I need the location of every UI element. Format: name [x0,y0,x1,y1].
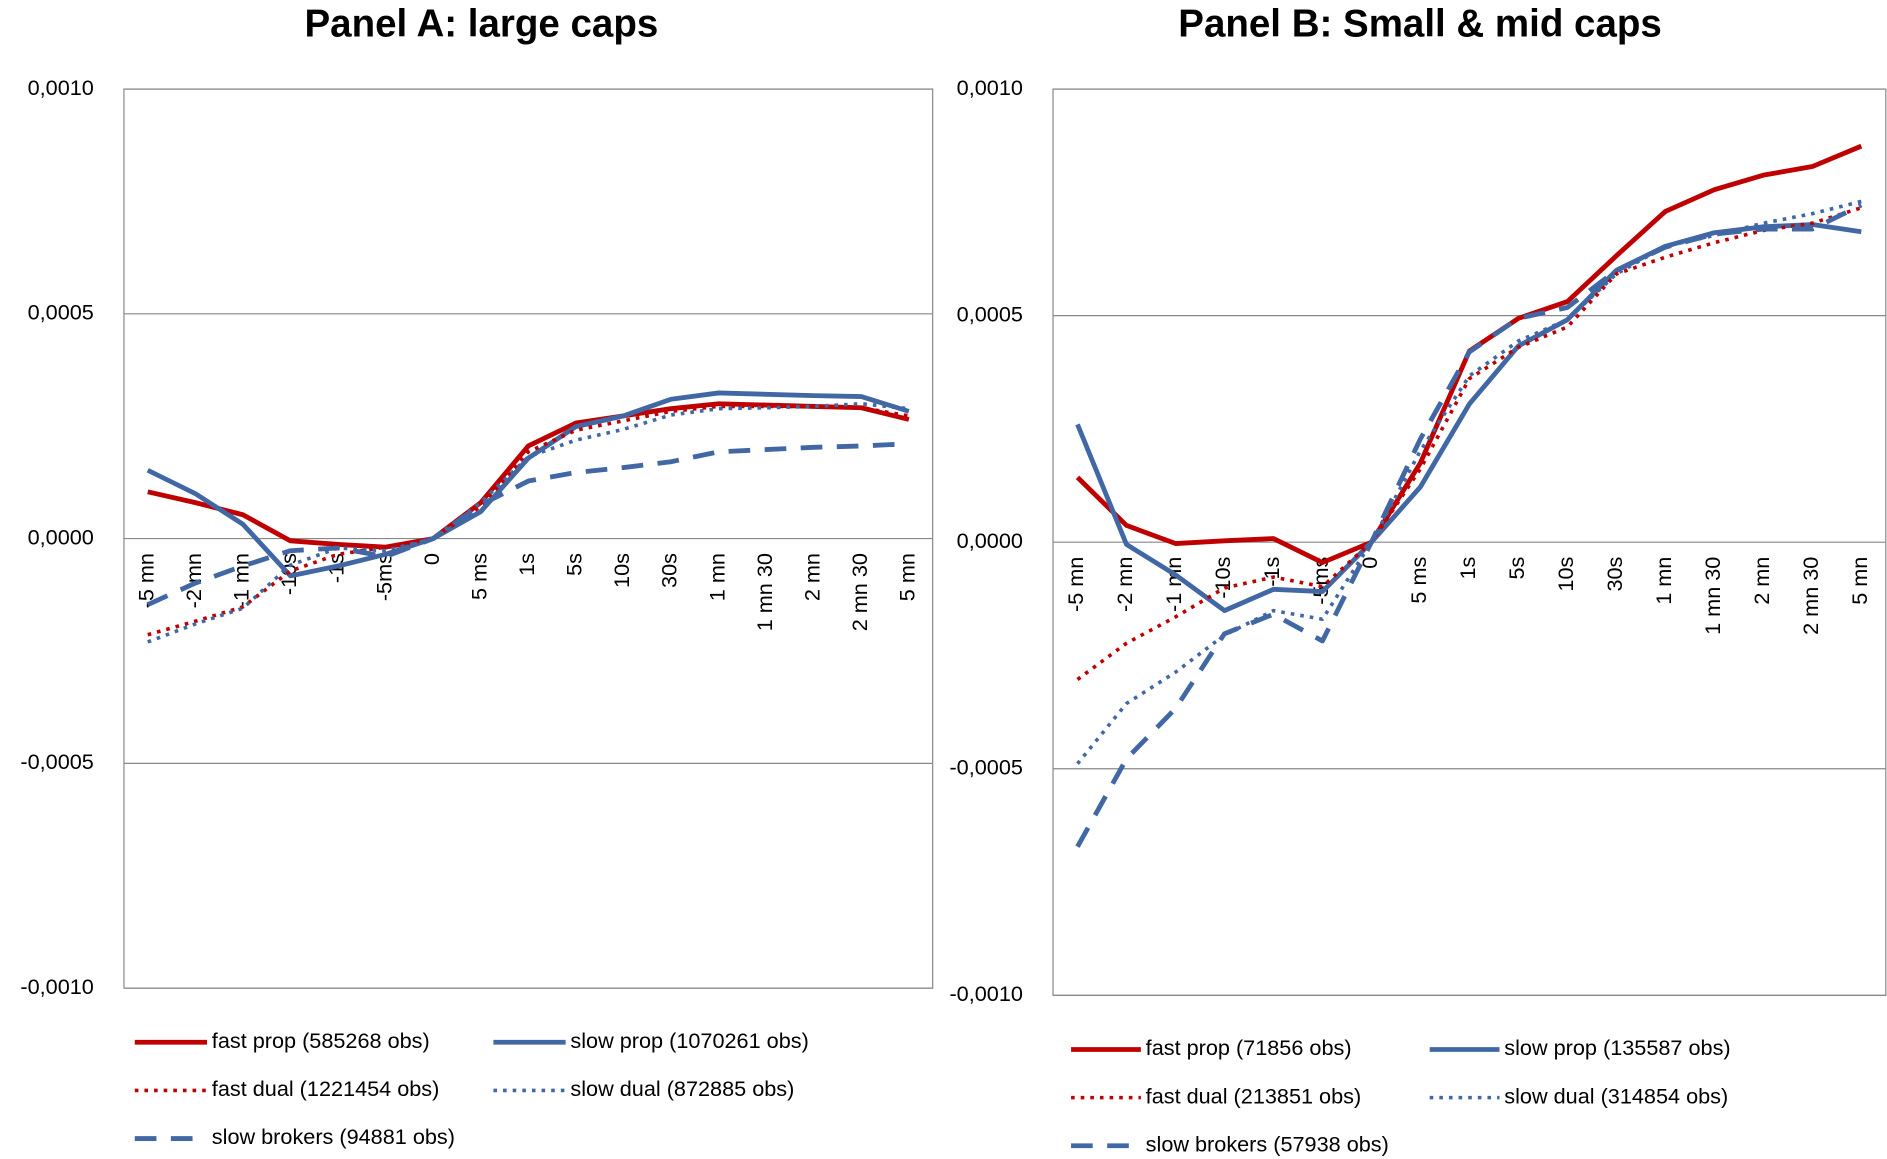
x-tick-label: 1 mn 30 [752,553,777,631]
x-tick-label: 1 mn [1651,557,1676,605]
x-tick-label: 2 mn 30 [1798,557,1823,635]
series-line [147,401,910,550]
series-line [146,441,909,607]
x-tick-label: 5 ms [1406,556,1431,603]
legend-label: slow dual (872885 obs) [570,1076,794,1101]
x-tick-label: 2 mn 30 [847,553,872,631]
x-tick-label: 1s [1455,556,1480,579]
legend-label: slow prop (1070261 obs) [570,1028,808,1053]
series-line [1075,222,1862,614]
y-tick-label: 0,0010 [28,75,94,100]
x-tick-label: -10s [1210,556,1235,598]
x-tick-label: 30s [1602,556,1627,591]
legend-label: fast prop (585268 obs) [212,1028,430,1053]
y-tick-label: 0,0005 [28,300,94,325]
x-tick-label: 2 mn [799,553,824,601]
x-tick-label: -1s [1259,556,1284,586]
legend-label: slow brokers (94881 obs) [212,1124,455,1149]
x-tick-label: 10s [1553,556,1578,591]
y-tick-label: -0,0010 [20,974,93,999]
x-tick-label: 1 mn [704,553,729,601]
series-line [146,390,910,579]
x-tick-label: 5 mn [895,553,920,601]
y-tick-label: -0,0005 [949,754,1022,779]
y-tick-label: -0,0010 [949,981,1022,1006]
x-tick-label: 5s [562,553,587,576]
x-tick-label: 5s [1504,556,1529,579]
x-tick-label: 5 mn [1847,557,1872,605]
series-line [147,404,910,637]
x-tick-label: -1 mn [1161,557,1186,612]
y-tick-label: 0,0000 [28,524,94,549]
y-tick-label: 0,0000 [957,528,1023,553]
legend-label: slow prop (135587 obs) [1504,1035,1730,1060]
legend-label: slow brokers (57938 obs) [1146,1131,1389,1156]
x-tick-label: 2 mn [1749,557,1774,605]
x-tick-label: 0 [419,553,444,565]
series-line [1075,202,1863,848]
y-tick-label: 0,0010 [957,75,1023,100]
x-tick-label: -5ms [371,553,396,601]
legend-label: slow dual (314854 obs) [1504,1083,1728,1108]
series-line [1076,199,1862,765]
legend-label: fast dual (1221454 obs) [212,1076,440,1101]
legend-label: fast dual (213851 obs) [1146,1083,1362,1108]
x-tick-label: -2 mn [1112,557,1137,612]
x-tick-label: 0 [1357,557,1382,569]
x-tick-label: 10s [609,553,634,588]
series-line [1076,206,1862,681]
chart-title: Panel A: large caps [304,3,658,46]
x-tick-label: 30s [657,553,682,588]
y-tick-label: 0,0005 [957,301,1023,326]
x-tick-label: -2 mn [181,553,206,608]
x-tick-label: 1s [514,553,539,576]
y-tick-label: -0,0005 [20,749,93,774]
x-tick-label: 1 mn 30 [1700,557,1725,635]
chart-title: Panel B: Small & mid caps [1178,3,1662,46]
legend-label: fast prop (71856 obs) [1146,1035,1352,1060]
x-tick-label: -5 mn [1063,557,1088,612]
x-tick-label: 5 ms [466,553,491,600]
